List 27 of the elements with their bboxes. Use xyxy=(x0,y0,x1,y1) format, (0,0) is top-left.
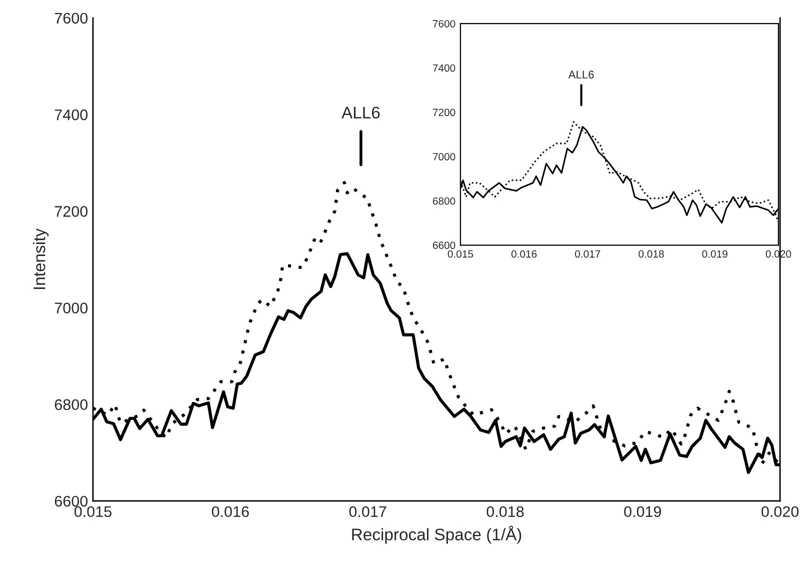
y-tick-label: 7400 xyxy=(54,109,88,120)
x-tick-label: 0.020 xyxy=(762,506,799,518)
x-tick-label: 0.019 xyxy=(702,250,728,258)
x-tick-label: 0.016 xyxy=(212,506,249,518)
x-tick-label: 0.018 xyxy=(486,506,524,518)
y-tick-label: 7000 xyxy=(432,153,456,160)
annotation: ALL6 xyxy=(568,70,594,79)
y-axis-title: Intensity xyxy=(33,228,49,289)
y-tick-label: 7400 xyxy=(432,64,456,72)
x-tick-label: 0.015 xyxy=(74,506,112,518)
y-tick-label: 7200 xyxy=(54,206,88,217)
x-tick-label: 0.017 xyxy=(349,506,386,518)
x-tick-label: 0.016 xyxy=(511,250,537,258)
y-tick-label: 6600 xyxy=(432,242,456,250)
annotation: ALL6 xyxy=(342,106,380,119)
y-tick-label: 7600 xyxy=(432,20,456,28)
x-tick-label: 0.019 xyxy=(624,506,662,518)
x-tick-label: 0.015 xyxy=(448,250,474,258)
y-tick-label: 6800 xyxy=(432,197,456,205)
y-tick-label: 6800 xyxy=(54,399,88,410)
x-axis-title: Reciprocal Space (1/Å) xyxy=(352,526,522,544)
x-tick-label: 0.017 xyxy=(575,250,600,258)
y-tick-label: 7200 xyxy=(432,108,456,116)
y-tick-label: 7000 xyxy=(54,302,88,314)
y-tick-label: 7600 xyxy=(54,12,88,24)
x-tick-label: 0.018 xyxy=(638,250,664,258)
y-tick-label: 6600 xyxy=(54,496,88,507)
